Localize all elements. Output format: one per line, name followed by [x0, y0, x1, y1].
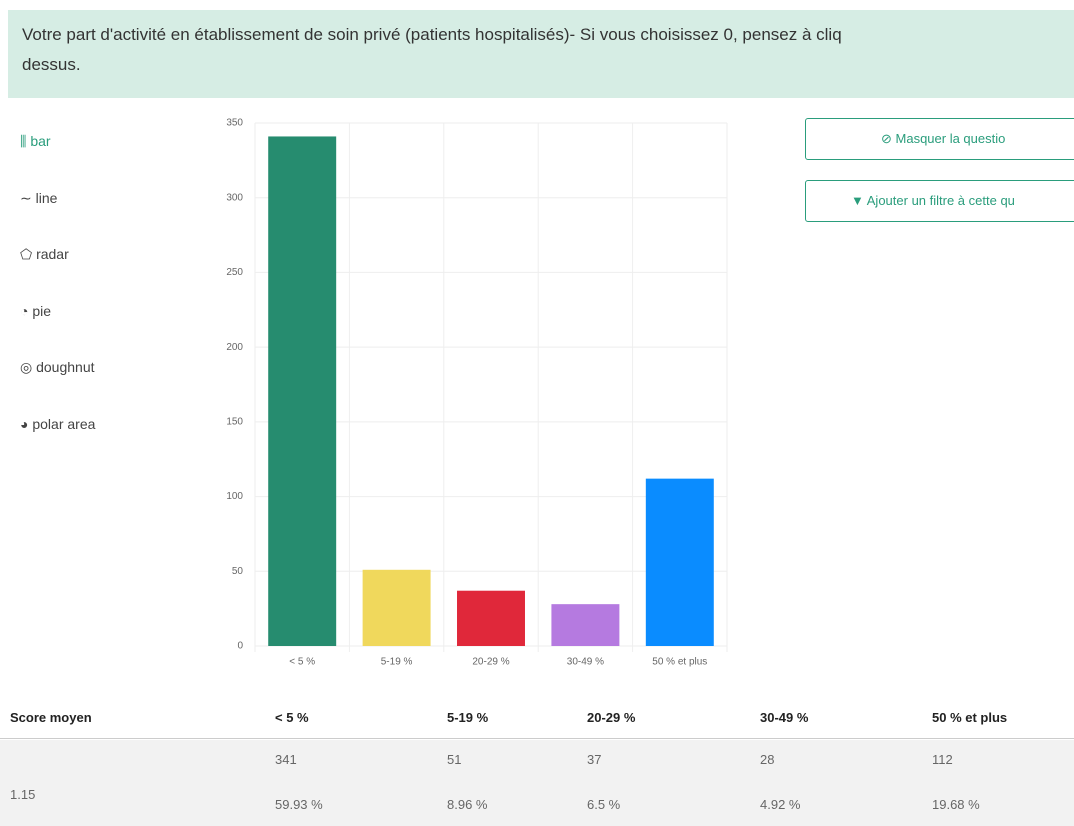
y-tick-label: 300 — [226, 192, 243, 203]
count-cell: 341 — [275, 752, 297, 767]
bar — [268, 136, 337, 646]
menu-item[interactable]: ◕ polar area — [20, 415, 96, 432]
table-header: 50 % et plus — [932, 710, 1008, 725]
y-tick-label: 50 — [232, 566, 244, 577]
x-tick-label: 20-29 % — [472, 657, 509, 668]
table-header: < 5 % — [275, 710, 309, 725]
y-tick-label: 200 — [226, 342, 243, 353]
bar — [362, 569, 431, 646]
menu-item[interactable]: ◎ doughnut — [20, 359, 95, 375]
table-header: 20-29 % — [587, 710, 636, 725]
percent-cell: 4.92 % — [760, 797, 801, 812]
percent-cell: 19.68 % — [932, 797, 980, 812]
score-value: 1.15 — [10, 787, 36, 802]
row-background — [0, 740, 1074, 826]
title-line: Votre part d'activité en établissement d… — [22, 25, 842, 44]
count-cell: 28 — [760, 752, 775, 767]
count-cell: 37 — [587, 752, 602, 767]
x-tick-label: 50 % et plus — [652, 657, 707, 668]
table-header: 30-49 % — [760, 710, 809, 725]
menu-item[interactable]: ⬠ radar — [20, 246, 69, 262]
y-tick-label: 250 — [226, 267, 243, 278]
filter-button[interactable]: ▼ Ajouter un filtre à cette qu — [805, 180, 1074, 222]
x-tick-label: < 5 % — [289, 657, 315, 668]
bar — [457, 590, 525, 646]
y-tick-label: 350 — [226, 118, 243, 129]
hide-button[interactable]: ⊘ Masquer la questio — [805, 118, 1074, 160]
menu-item[interactable]: ⫼ bar — [20, 133, 51, 149]
percent-cell: 59.93 % — [275, 797, 323, 812]
question-header: Votre part d'activité en établissement d… — [8, 10, 1074, 98]
bar — [645, 478, 714, 646]
y-tick-label: 100 — [226, 491, 243, 502]
chart-type-menu: ⫼ bar ∼ line ⬠ radar ◔ pie ◎ doughnut ◕ … — [20, 133, 95, 472]
menu-item[interactable]: ◔ pie — [20, 302, 52, 319]
table-header: 5-19 % — [447, 710, 489, 725]
y-tick-label: 150 — [226, 416, 243, 427]
title-line: dessus. — [22, 55, 81, 74]
percent-cell: 6.5 % — [587, 797, 621, 812]
y-tick-label: 0 — [237, 641, 243, 652]
bar — [551, 604, 620, 646]
x-tick-label: 30-49 % — [567, 657, 604, 668]
row-border — [0, 738, 1074, 739]
chart: 0 50 100 150 200 250 300 350 < 5 % 5-19 % 20-29 % 3… — [226, 118, 728, 668]
percent-cell: 8.96 % — [447, 797, 488, 812]
table-header: Score moyen — [10, 710, 92, 725]
menu-item[interactable]: ∼ line — [20, 189, 58, 206]
count-cell: 112 — [932, 752, 953, 767]
count-cell: 51 — [447, 752, 462, 767]
x-tick-label: 5-19 % — [381, 657, 413, 668]
